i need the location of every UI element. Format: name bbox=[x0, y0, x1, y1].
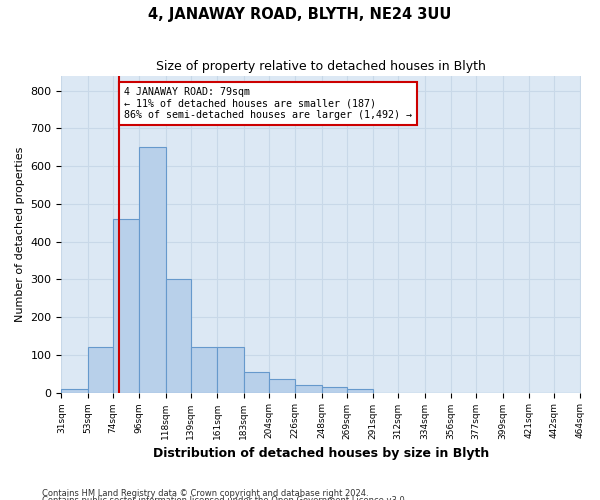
Bar bbox=[88, 348, 113, 393]
Text: 4 JANAWAY ROAD: 79sqm
← 11% of detached houses are smaller (187)
86% of semi-det: 4 JANAWAY ROAD: 79sqm ← 11% of detached … bbox=[124, 87, 412, 120]
Title: Size of property relative to detached houses in Blyth: Size of property relative to detached ho… bbox=[156, 60, 486, 73]
Bar bbox=[166, 280, 191, 392]
Bar bbox=[322, 387, 347, 392]
Text: 4, JANAWAY ROAD, BLYTH, NE24 3UU: 4, JANAWAY ROAD, BLYTH, NE24 3UU bbox=[148, 8, 452, 22]
Bar bbox=[295, 385, 322, 392]
Bar bbox=[347, 389, 373, 392]
Bar bbox=[269, 380, 295, 392]
Bar bbox=[244, 372, 269, 392]
Bar bbox=[113, 219, 139, 392]
Bar bbox=[217, 348, 244, 393]
Bar bbox=[191, 348, 217, 393]
Y-axis label: Number of detached properties: Number of detached properties bbox=[15, 146, 25, 322]
Text: Contains public sector information licensed under the Open Government Licence v3: Contains public sector information licen… bbox=[42, 496, 407, 500]
Bar bbox=[61, 389, 88, 392]
X-axis label: Distribution of detached houses by size in Blyth: Distribution of detached houses by size … bbox=[153, 447, 489, 460]
Bar bbox=[139, 148, 166, 392]
Text: Contains HM Land Registry data © Crown copyright and database right 2024.: Contains HM Land Registry data © Crown c… bbox=[42, 488, 368, 498]
